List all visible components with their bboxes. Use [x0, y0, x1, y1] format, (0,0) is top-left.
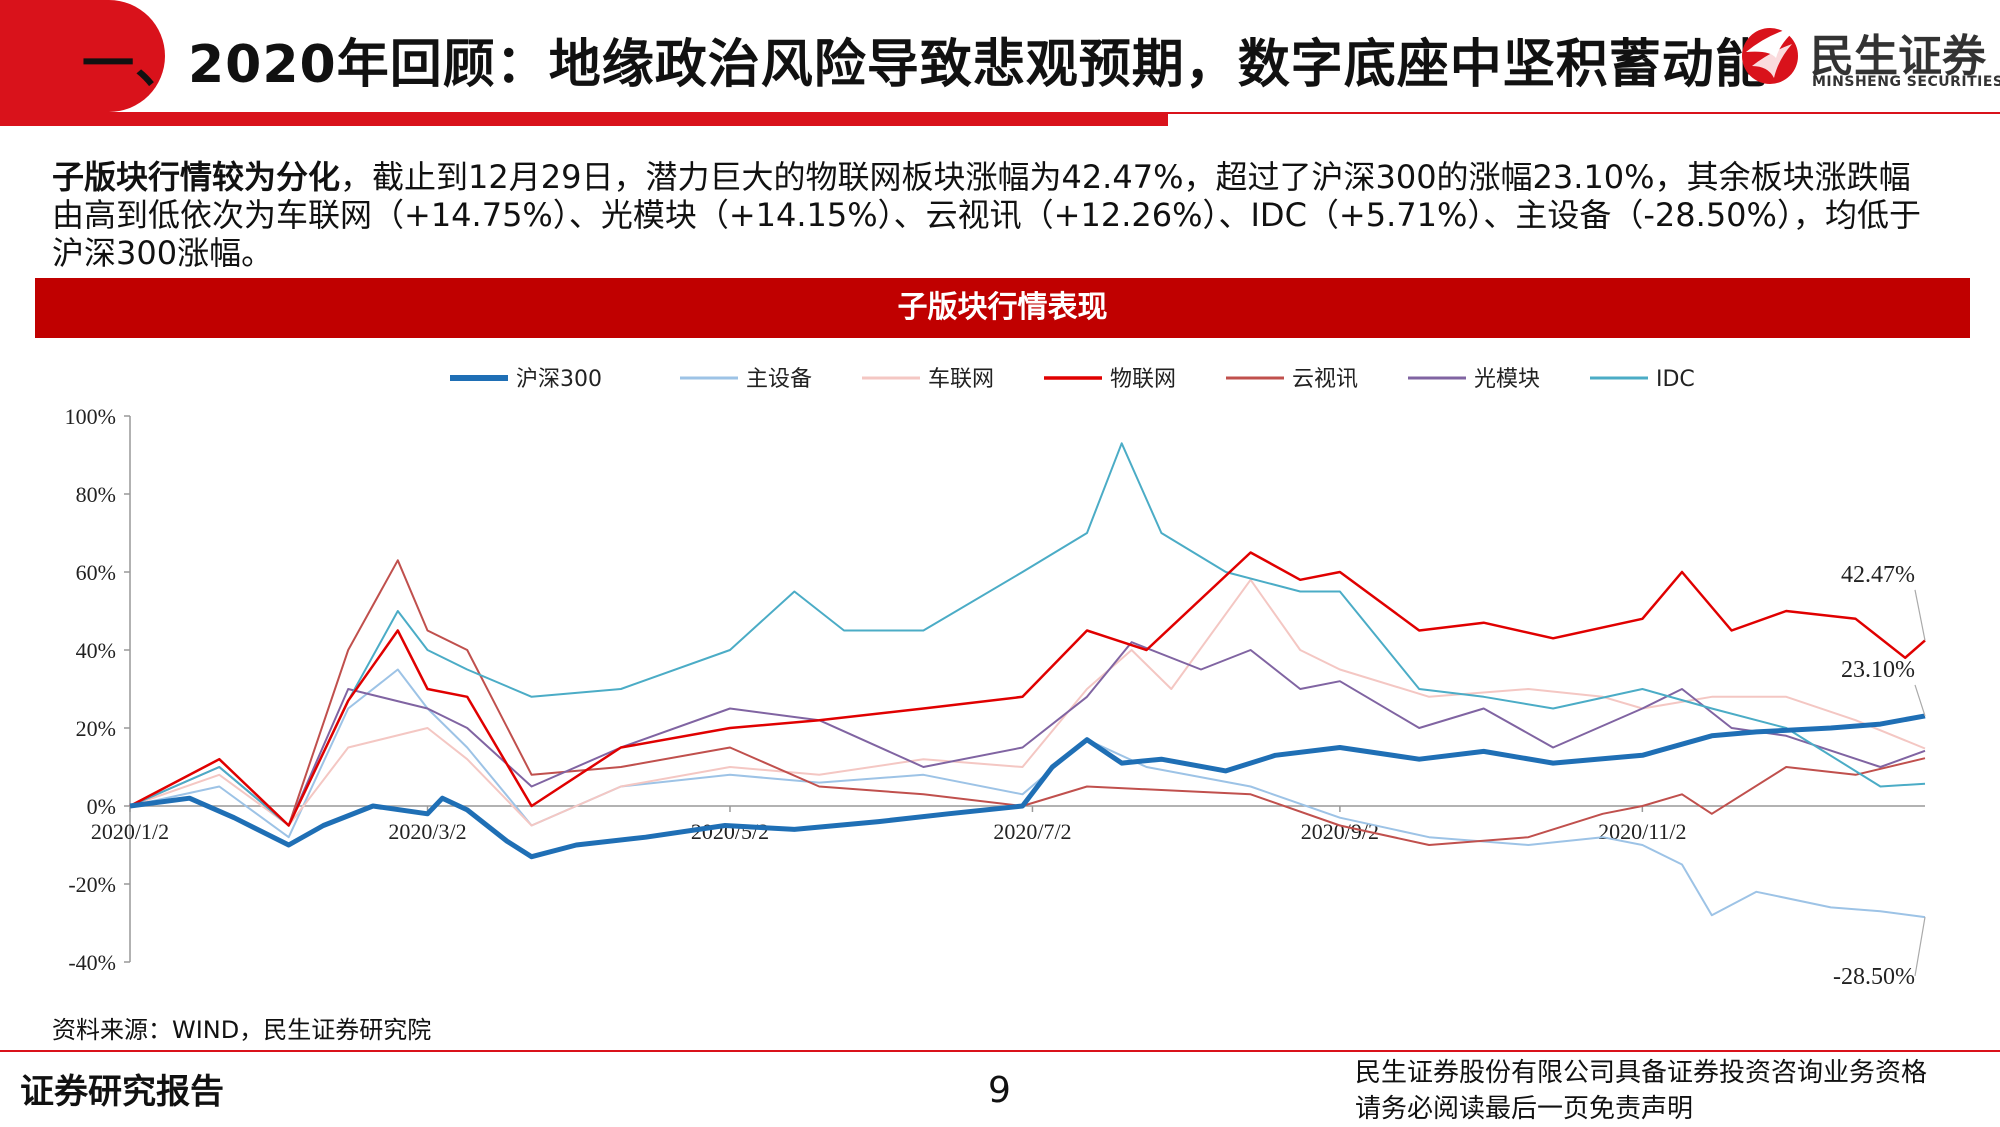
page-number: 9 [988, 1070, 1011, 1111]
logo-mark-icon [1742, 26, 1800, 84]
x-tick-label: 2020/3/2 [388, 819, 466, 844]
x-tick-label: 2020/5/2 [691, 819, 769, 844]
logo-chinese-name: 民生证券 [1810, 31, 1986, 82]
summary-bold-lead: 子版块行情较为分化 [52, 158, 341, 196]
data-label: 23.10% [1841, 657, 1915, 683]
annotation-leader [1914, 589, 1926, 641]
y-tick-label: 60% [76, 560, 116, 585]
y-tick-label: -20% [68, 872, 116, 897]
y-tick-label: 80% [76, 482, 116, 507]
y-tick-label: 0% [87, 794, 116, 819]
legend-label: 云视讯 [1292, 367, 1358, 392]
summary-text: ，截止到12月29日，潜力巨大的物联网板块涨幅为42.47%，超过了沪深300的… [52, 158, 1921, 272]
series-line-沪深300 [129, 713, 1926, 860]
logo-english-name: MINSHENG SECURITIES [1812, 74, 2000, 90]
x-tick-label: 2020/7/2 [993, 819, 1071, 844]
y-tick-label: 100% [65, 404, 116, 429]
annotation-leader [1914, 684, 1926, 717]
legend-label: 车联网 [928, 367, 994, 392]
legend-label: 物联网 [1110, 367, 1176, 392]
source-note: 资料来源：WIND，民生证券研究院 [52, 1016, 432, 1044]
legend-label: 光模块 [1474, 367, 1540, 392]
summary-paragraph: 子版块行情较为分化，截止到12月29日，潜力巨大的物联网板块涨幅为42.47%，… [52, 158, 1942, 272]
footer-disclaimer-note: 请务必阅读最后一页免责声明 [1355, 1094, 1694, 1124]
title-accent-shape [0, 0, 165, 112]
chart-header-bar: 子版块行情表现 [35, 278, 1970, 338]
title-underline-thick [0, 112, 1168, 126]
x-tick-label: 2020/1/2 [91, 819, 169, 844]
chart-header-title: 子版块行情表现 [897, 290, 1108, 325]
x-tick-label: 2020/11/2 [1598, 819, 1686, 844]
page-title: 一、2020年回顾：地缘政治风险导致悲观预期，数字底座中坚积蓄动能 [82, 35, 1768, 95]
footer-disclaimer: 民生证券股份有限公司具备证券投资咨询业务资格 请务必阅读最后一页免责声明 [1355, 1055, 1927, 1127]
y-tick-label: -40% [68, 950, 116, 975]
y-tick-label: 20% [76, 716, 116, 741]
y-tick-label: 40% [76, 638, 116, 663]
footer-divider [0, 1050, 2000, 1052]
chart-annotations: 42.47% 23.10% -28.50% [1833, 562, 1926, 990]
footer-report-type: 证券研究报告 [20, 1072, 224, 1112]
legend-label: 沪深300 [516, 367, 602, 392]
title-underline-thin [1168, 112, 2000, 114]
footer-qualification: 民生证券股份有限公司具备证券投资咨询业务资格 [1355, 1058, 1928, 1088]
series-line-IDC [129, 442, 1926, 827]
series-line-物联网 [129, 551, 1926, 827]
data-label: -28.50% [1833, 964, 1915, 990]
data-label: 42.47% [1841, 562, 1915, 588]
line-chart: 沪深300 主设备 车联网 物联网 云视讯 光模块 IDC 100% 80% 60% 40% 20%… [65, 367, 1926, 990]
chart-legend: 沪深300 主设备 车联网 物联网 云视讯 光模块 IDC [450, 367, 1695, 392]
annotation-leader [1914, 917, 1926, 977]
company-logo: 民生证券 MINSHENG SECURITIES [1740, 18, 2000, 98]
legend-label: 主设备 [746, 367, 812, 392]
chart-series-lines [129, 442, 1926, 919]
legend-label: IDC [1656, 367, 1695, 392]
